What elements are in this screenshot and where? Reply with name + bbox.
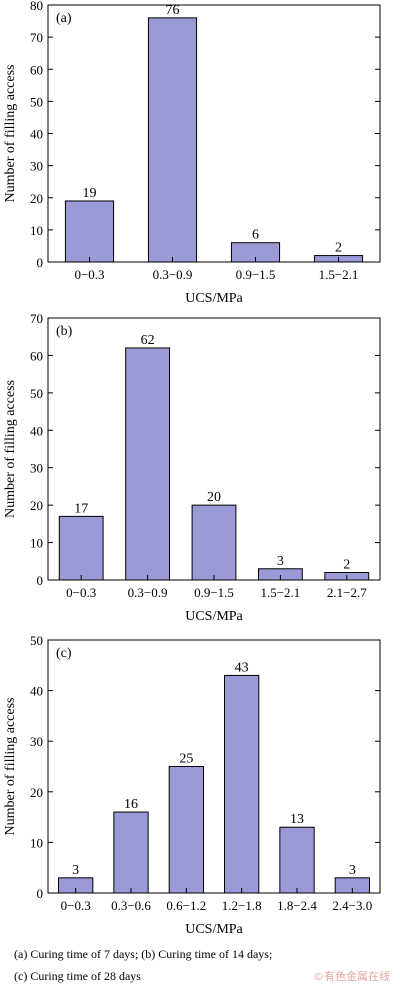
bar	[125, 347, 171, 581]
bar	[147, 17, 198, 263]
x-axis-label: UCS/MPa	[185, 922, 243, 937]
figure-caption-line-2: (c) Curing time of 28 days	[14, 969, 141, 983]
bar-value-label: 3	[277, 554, 284, 569]
y-tick-label: 0	[37, 886, 44, 901]
y-axis-label: Number of filling access	[3, 697, 18, 835]
bar	[58, 515, 104, 581]
x-tick-label: 0−0.3	[66, 585, 96, 600]
x-tick-label: 1.2−1.8	[222, 898, 262, 913]
y-tick-label: 10	[30, 223, 43, 238]
x-tick-label: 1.5−2.1	[260, 585, 300, 600]
chart-panel-3: 3 0−0.3 16 0.3−0.6 25 0.6−1.2 43 1.2−1.8 13 1.8−2…	[3, 633, 381, 937]
bar-value-label: 2	[343, 558, 350, 573]
y-tick-label: 20	[30, 191, 43, 206]
y-tick-label: 10	[30, 536, 43, 551]
x-tick-label: 0.9−1.5	[194, 585, 234, 600]
y-tick-label: 40	[30, 684, 43, 699]
bar-value-label: 19	[83, 186, 97, 201]
plot-frame	[47, 317, 381, 581]
bar	[64, 200, 115, 263]
figure: 190−0.3760.3−0.960.9−1.521.5−2.101020304…	[3, 0, 381, 937]
panel-label: (b)	[56, 324, 73, 339]
y-tick-label: 80	[30, 0, 43, 13]
x-tick-label: 1.5−2.1	[319, 267, 359, 282]
x-axis-label: UCS/MPa	[185, 291, 243, 306]
bar	[279, 826, 315, 894]
y-tick-label: 50	[30, 633, 43, 648]
bar-value-label: 62	[141, 333, 155, 348]
y-tick-label: 0	[37, 573, 44, 588]
panel-label: (a)	[56, 11, 72, 26]
y-tick-label: 40	[30, 127, 43, 142]
bar	[113, 811, 149, 894]
y-tick-label: 60	[30, 348, 43, 363]
bar	[224, 674, 260, 894]
bar-value-label: 17	[74, 501, 88, 516]
y-tick-label: 10	[30, 835, 43, 850]
x-tick-label: 0.6−1.2	[166, 898, 206, 913]
x-tick-label: 0−0.3	[74, 267, 104, 282]
x-tick-label: 0.3−0.9	[153, 267, 193, 282]
bar-value-label: 6	[252, 228, 259, 243]
x-tick-label: 0−0.3	[61, 898, 91, 913]
bar-value-label: 25	[179, 752, 193, 767]
y-tick-label: 20	[30, 785, 43, 800]
y-tick-label: 0	[37, 255, 44, 270]
y-axis-label: Number of filling access	[3, 64, 18, 202]
plot-frame	[47, 639, 381, 894]
y-tick-label: 70	[30, 30, 43, 45]
y-tick-label: 40	[30, 423, 43, 438]
x-tick-label: 2.1−2.7	[327, 585, 367, 600]
y-tick-label: 70	[30, 311, 43, 326]
bar-value-label: 16	[124, 797, 138, 812]
bar-value-label: 3	[72, 863, 79, 878]
figure-caption-line-1: (a) Curing time of 7 days; (b) Curing ti…	[14, 947, 273, 961]
bar	[168, 766, 204, 894]
y-tick-label: 30	[30, 461, 43, 476]
chart-panel-1: 19 0−0.3 76 0.3−0.9 6 0.9−1.5 2 1.5−2.1 0 10 20 30 4…	[3, 0, 381, 306]
bar-value-label: 2	[335, 241, 342, 256]
chart-panel-2: 17 0−0.3 62 0.3−0.9 20 0.9−1.5 3 1.5−2.1 2 2.1−2.…	[3, 311, 381, 624]
y-tick-label: 30	[30, 734, 43, 749]
y-tick-label: 60	[30, 62, 43, 77]
plot-frame	[47, 4, 381, 263]
bar-value-label: 76	[166, 3, 180, 18]
bar-value-label: 20	[207, 490, 221, 505]
y-tick-label: 50	[30, 94, 43, 109]
y-tick-label: 50	[30, 386, 43, 401]
x-tick-label: 0.3−0.6	[111, 898, 151, 913]
y-tick-label: 20	[30, 498, 43, 513]
x-tick-label: 1.8−2.4	[277, 898, 317, 913]
y-axis-label: Number of filling access	[3, 380, 18, 518]
panel-label: (c)	[56, 646, 72, 661]
x-tick-label: 0.9−1.5	[236, 267, 276, 282]
x-tick-label: 2.4−3.0	[332, 898, 372, 913]
bar-value-label: 43	[235, 660, 249, 675]
bar-value-label: 13	[290, 812, 304, 827]
y-tick-label: 30	[30, 159, 43, 174]
x-tick-label: 0.3−0.9	[128, 585, 168, 600]
watermark: ©有色金属在线	[313, 970, 390, 983]
bar-value-label: 3	[349, 863, 356, 878]
x-axis-label: UCS/MPa	[185, 609, 243, 624]
bar	[191, 504, 237, 581]
